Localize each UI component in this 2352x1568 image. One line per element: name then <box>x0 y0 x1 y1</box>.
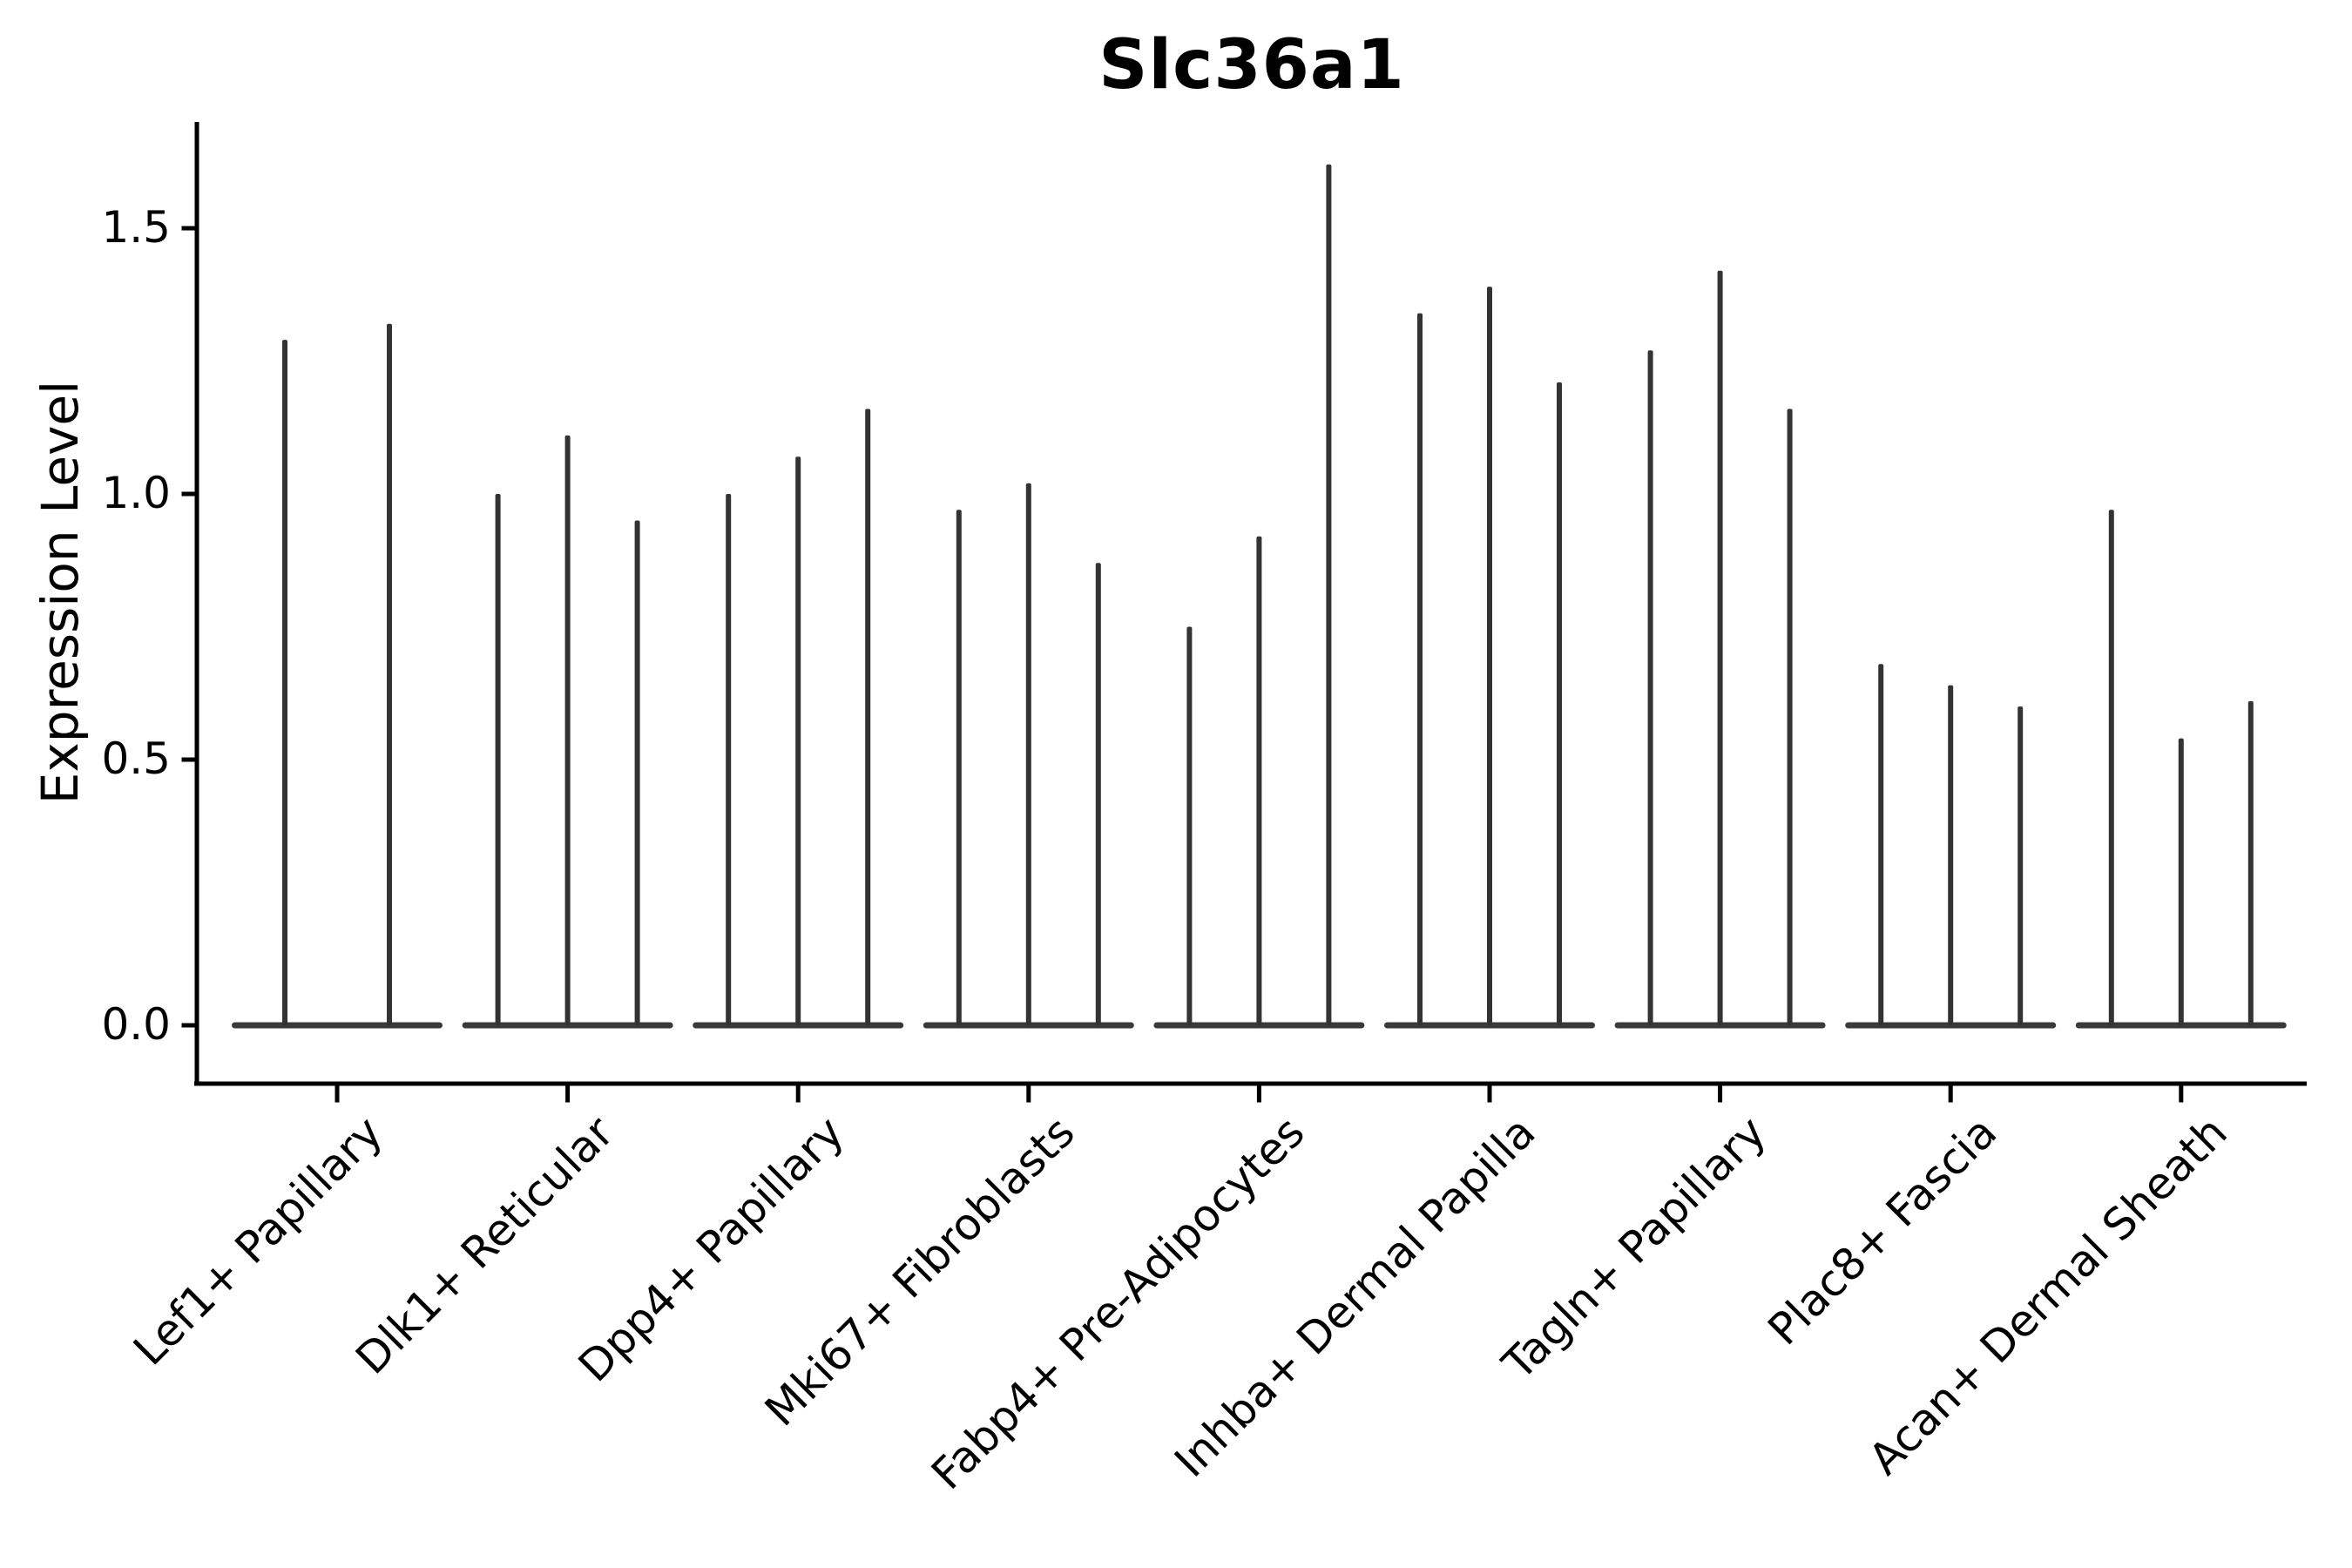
y-tick-label: 0.0 <box>101 999 171 1050</box>
x-tick <box>1718 1085 1723 1103</box>
violin-spike <box>1326 164 1332 1026</box>
x-axis-spine <box>194 1081 2307 1086</box>
x-tick <box>565 1085 571 1103</box>
x-tick <box>1026 1085 1031 1103</box>
violin-spike <box>1878 664 1884 1025</box>
violin-spike <box>1717 270 1723 1025</box>
violin-spike <box>1787 409 1793 1025</box>
violin-spike <box>387 323 392 1025</box>
violin-spike <box>1186 626 1193 1025</box>
violin-spike <box>865 409 871 1025</box>
x-tick <box>1256 1085 1261 1103</box>
violin-spike <box>1557 382 1562 1025</box>
violin-spike <box>1487 287 1492 1026</box>
violin-spike <box>956 510 962 1025</box>
x-tick <box>2179 1085 2184 1103</box>
violin-spike <box>634 520 640 1025</box>
violins-group <box>232 164 2287 1029</box>
violin-spike <box>2247 700 2254 1025</box>
violin-spike <box>2017 706 2024 1025</box>
violin-spike <box>726 494 732 1025</box>
violin-spike <box>1256 536 1262 1025</box>
violin-spike <box>1948 685 1954 1025</box>
violin-spike <box>1417 313 1423 1026</box>
violin-spike <box>795 456 801 1025</box>
y-tick-label: 0.5 <box>101 733 171 784</box>
violin-spike <box>1025 483 1031 1025</box>
y-tick <box>181 1023 195 1028</box>
axes-group <box>181 122 2307 1103</box>
violin-base <box>232 1022 443 1029</box>
violin-spike <box>1647 350 1653 1025</box>
violin-spike <box>2108 510 2114 1025</box>
y-tick-label: 1.5 <box>101 202 171 253</box>
violin-spike <box>1095 563 1101 1025</box>
x-tick <box>795 1085 801 1103</box>
y-axis-spine <box>194 122 199 1086</box>
y-tick <box>181 491 195 497</box>
y-tick <box>181 226 195 231</box>
x-tick <box>1948 1085 1953 1103</box>
violin-spike <box>2178 738 2184 1025</box>
violin-spike <box>495 494 501 1025</box>
y-tick-label: 1.0 <box>101 468 171 518</box>
y-tick <box>181 757 195 762</box>
x-tick <box>1487 1085 1492 1103</box>
violin-spike <box>564 435 571 1025</box>
chart-title: Slc36a1 <box>1098 26 1405 105</box>
violin-spike <box>282 340 287 1026</box>
x-tick <box>335 1085 340 1103</box>
